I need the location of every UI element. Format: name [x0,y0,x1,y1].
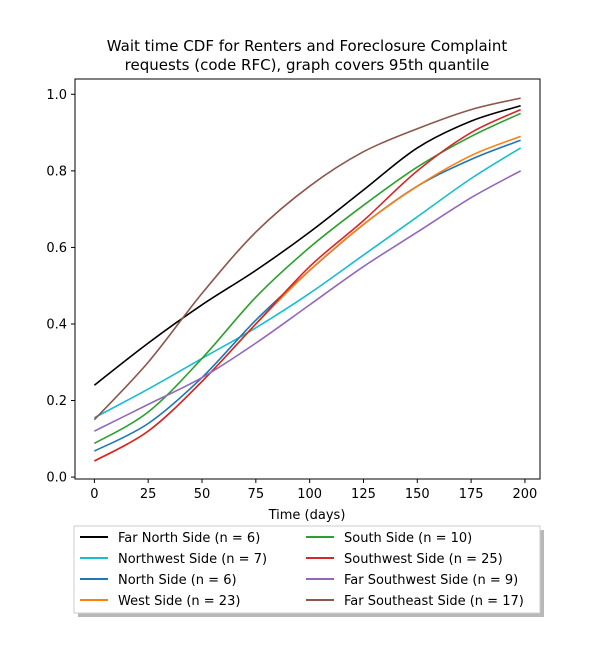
x-tick-label: 200 [513,487,538,502]
legend: Far North Side (n = 6) Northwest Side (n … [73,525,544,617]
x-axis-ticks: 0 25 50 75 100 125 150 175 200 [90,479,537,502]
y-axis-ticks: 0.0 0.2 0.4 0.6 0.8 1.0 [46,88,75,486]
y-tick-label: 0.2 [46,394,67,409]
legend-label: West Side (n = 23) [118,594,240,609]
chart-title-line2: requests (code RFC), graph covers 95th q… [125,56,490,74]
legend-label: North Side (n = 6) [118,573,237,588]
series-line-1 [94,147,522,419]
x-tick-label: 150 [405,487,430,502]
series-line-7 [93,97,521,421]
plot-lines [93,97,522,462]
legend-label: Southwest Side (n = 25) [344,552,503,567]
x-tick-label: 0 [90,487,98,502]
series-line-0 [93,105,521,386]
x-tick-label: 125 [351,487,376,502]
x-tick-label: 100 [297,487,322,502]
legend-label: South Side (n = 10) [344,531,472,546]
legend-box [73,525,541,614]
series-line-5 [93,108,521,462]
x-tick-label: 175 [459,487,484,502]
legend-label: Far North Side (n = 6) [118,531,260,546]
plot-frame [74,78,541,480]
x-tick-label: 75 [248,487,265,502]
series-line-6 [94,170,522,432]
series-line-3 [93,135,521,462]
y-tick-label: 0.4 [46,317,67,332]
x-tick-label: 50 [194,487,211,502]
chart-title-line1: Wait time CDF for Renters and Foreclosur… [107,37,508,55]
x-tick-label: 25 [140,487,157,502]
y-tick-label: 0.6 [46,241,67,256]
x-axis-label: Time (days) [268,508,346,523]
legend-label: Far Southeast Side (n = 17) [344,594,524,609]
y-tick-label: 0.8 [46,164,67,179]
y-tick-label: 0.0 [46,471,67,486]
legend-label: Northwest Side (n = 7) [118,552,267,567]
legend-label: Far Southwest Side (n = 9) [344,573,518,588]
y-tick-label: 1.0 [46,88,67,103]
